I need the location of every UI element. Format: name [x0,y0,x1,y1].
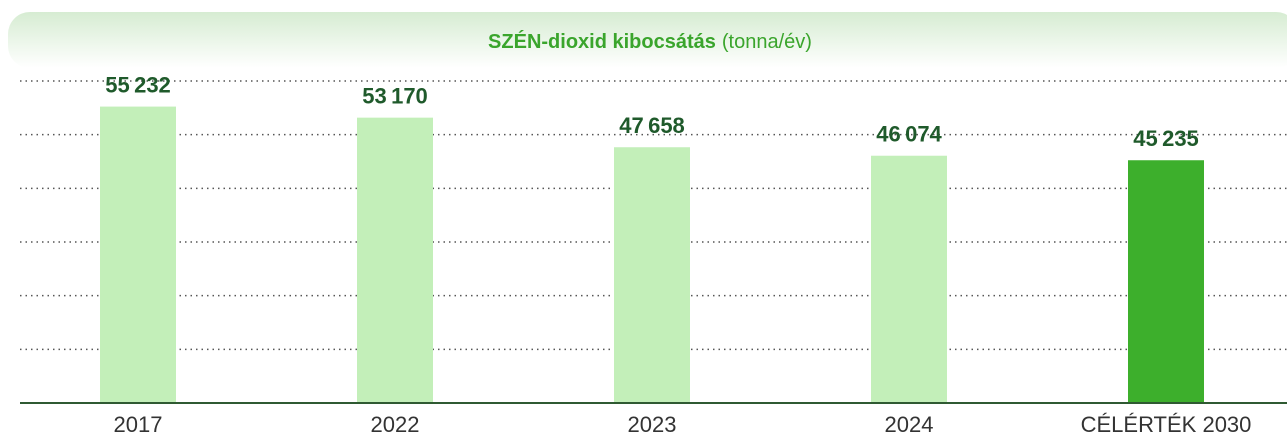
chart-title: SZÉN-dioxid kibocsátás [488,30,716,53]
x-tick-label: 2022 [371,412,420,437]
value-label: 45 235 [1133,126,1199,151]
bar [1128,160,1204,403]
value-label: 47 658 [619,113,685,138]
value-label: 46 074 [876,122,942,147]
bar [614,147,690,403]
title-group: SZÉN-dioxid kibocsátás (tonna/év) [488,30,812,53]
value-label: 53 170 [362,83,428,108]
x-tick-label: 2017 [114,412,163,437]
bar [871,155,947,403]
bar [357,117,433,404]
x-tick-label: 2023 [628,412,677,437]
x-tick-label: CÉLÉRTÉK 2030 [1081,412,1252,437]
value-label: 55 232 [105,72,171,97]
chart-subtitle: (tonna/év) [722,31,812,53]
bar [100,106,176,404]
x-tick-label: 2024 [885,412,934,437]
title-banner [8,12,1287,68]
